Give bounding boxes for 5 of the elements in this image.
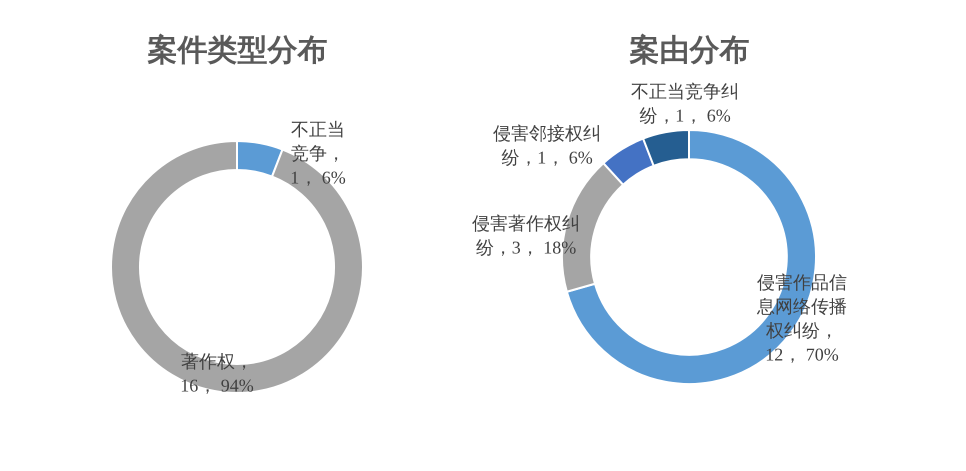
- chart-title: 案件类型分布: [146, 32, 328, 69]
- chart-title: 案由分布: [628, 32, 750, 69]
- slice-label: 不正当竞争，1， 6%: [290, 120, 346, 188]
- slice-label: 不正当竞争纠纷，1， 6%: [631, 82, 739, 126]
- slice-label: 侵害邻接权纠纷，1， 6%: [493, 124, 601, 168]
